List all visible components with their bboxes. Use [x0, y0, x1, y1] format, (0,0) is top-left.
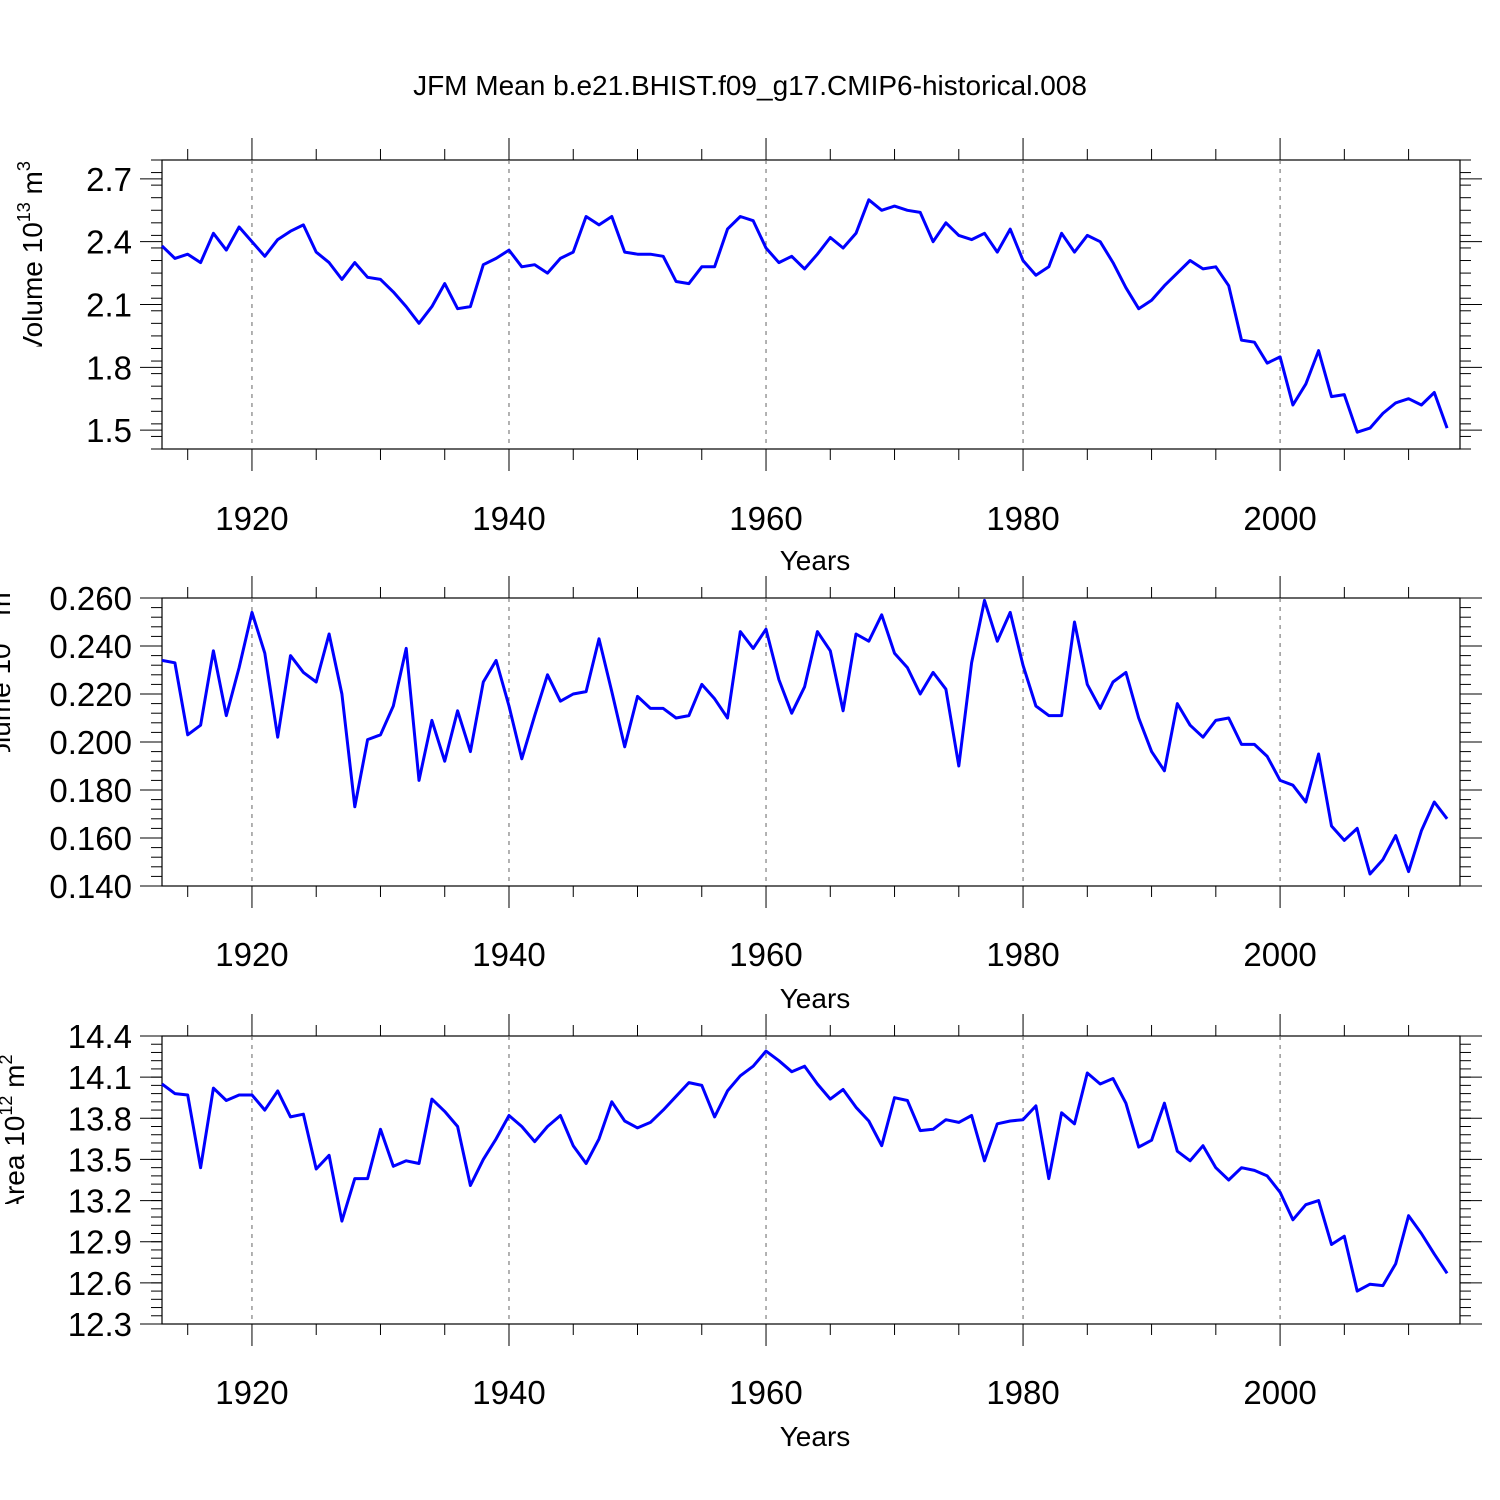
x-axis-label: Years	[780, 545, 851, 576]
plot-frame	[161, 159, 1461, 450]
x-tick-label: 2000	[1243, 500, 1316, 537]
y-tick-label: 13.2	[68, 1183, 132, 1220]
series-line	[161, 1049, 1449, 1293]
y-tick-label: 12.3	[68, 1306, 132, 1343]
x-tick-label: 1980	[986, 500, 1059, 537]
x-tick-label: 1920	[215, 936, 288, 973]
x-tick-label: 1980	[986, 936, 1059, 973]
x-tick-label: 1960	[729, 936, 802, 973]
plot-frame	[161, 597, 1461, 887]
y-tick-label: 1.8	[86, 349, 132, 386]
y-tick-label: 0.240	[49, 628, 132, 665]
plot-frame	[161, 1035, 1461, 1325]
x-tick-label: 1940	[472, 500, 545, 537]
x-tick-label: 1960	[729, 1374, 802, 1411]
x-tick-label: 1920	[215, 500, 288, 537]
y-tick-label: 0.180	[49, 772, 132, 809]
y-tick-label: 1.5	[86, 412, 132, 449]
panel-ice-area: 1920 1940 1960 1980 2000 Years 12.3 12.6 12.9 13.…	[0, 1014, 1482, 1452]
x-tick-label: 1980	[986, 1374, 1059, 1411]
y-tick-label: 0.220	[49, 676, 132, 713]
y-tick-label: 12.9	[68, 1224, 132, 1261]
x-tick-label: 1940	[472, 936, 545, 973]
y-tick-label: 2.4	[86, 224, 132, 261]
x-tick-label: 2000	[1243, 1374, 1316, 1411]
y-tick-label: 0.160	[49, 820, 132, 857]
y-axis-label: NH Snow Volume 1013 m3	[0, 582, 16, 902]
figure-title: JFM Mean b.e21.BHIST.f09_g17.CMIP6-histo…	[413, 70, 1087, 101]
x-axis-label: Years	[780, 983, 851, 1014]
y-tick-label: 13.8	[68, 1100, 132, 1137]
y-tick-label: 2.7	[86, 161, 132, 198]
y-tick-label: 14.4	[68, 1018, 132, 1055]
y-tick-label: 14.1	[68, 1059, 132, 1096]
series-line	[160, 198, 1449, 434]
y-tick-label: 0.200	[49, 724, 132, 761]
x-tick-label: 1920	[215, 1374, 288, 1411]
y-tick-label: 2.1	[86, 287, 132, 324]
x-axis-label: Years	[780, 1421, 851, 1452]
y-tick-label: 12.6	[68, 1265, 132, 1302]
x-tick-label: 2000	[1243, 936, 1316, 973]
panel-snow-volume: 1920 1940 1960 1980 2000 Years 0.140 0.160 0.180…	[0, 576, 1482, 1014]
x-tick-label: 1940	[472, 1374, 545, 1411]
y-axis-label: NH Ice Area 1012 m2	[0, 1054, 30, 1305]
series-line	[161, 598, 1449, 876]
y-tick-label: 0.140	[49, 868, 132, 905]
x-tick-label: 1960	[729, 500, 802, 537]
y-tick-label: 13.5	[68, 1141, 132, 1178]
y-tick-label: 0.260	[49, 580, 132, 617]
y-axis-label: NH Ice Volume 1013 m3	[14, 161, 48, 448]
panel-ice-volume: 1920 1940 1960 1980 2000 Years 1.5 1.8 2.1 2.4 2.7…	[14, 138, 1482, 576]
